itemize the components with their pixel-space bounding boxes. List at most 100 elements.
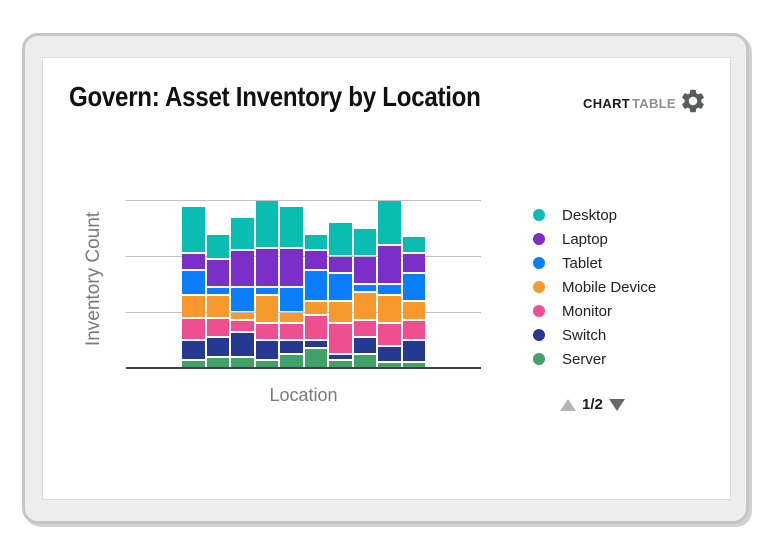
bar-segment-mobile-device[interactable]	[255, 296, 278, 323]
bar-segment-desktop[interactable]	[304, 234, 327, 250]
tab-chart[interactable]: CHART	[583, 96, 630, 111]
widget-frame: Govern: Asset Inventory by Location CHAR…	[22, 33, 749, 524]
bar-segment-switch[interactable]	[402, 341, 425, 362]
bar-segment-monitor[interactable]	[206, 318, 229, 337]
bar-segment-switch[interactable]	[206, 338, 229, 356]
legend-label: Switch	[562, 326, 607, 344]
bar-segment-laptop[interactable]	[329, 257, 352, 272]
bar-segment-monitor[interactable]	[280, 324, 303, 339]
bar-segment-mobile-device[interactable]	[206, 296, 229, 317]
y-axis-label: Inventory Count	[83, 211, 104, 347]
bar-segment-tablet[interactable]	[255, 287, 278, 295]
asset-inventory-card: Govern: Asset Inventory by Location CHAR…	[42, 57, 731, 500]
legend: Desktop Laptop Tablet Mobile Device Monitor S…	[533, 203, 656, 371]
gridline	[126, 256, 481, 257]
plot-area	[126, 200, 481, 369]
bar-segment-server[interactable]	[304, 349, 327, 367]
page-down-icon[interactable]	[608, 398, 625, 411]
bar-segment-tablet[interactable]	[402, 273, 425, 300]
bar-segment-tablet[interactable]	[353, 285, 376, 292]
bar-segment-desktop[interactable]	[402, 237, 425, 253]
stacked-bar[interactable]	[255, 201, 278, 367]
bar-segment-monitor[interactable]	[182, 318, 205, 340]
bar-segment-server[interactable]	[378, 363, 401, 367]
bar-segment-switch[interactable]	[329, 355, 352, 359]
bar-segment-tablet[interactable]	[182, 271, 205, 295]
bar-segment-mobile-device[interactable]	[231, 313, 254, 320]
bar-segment-desktop[interactable]	[231, 217, 254, 250]
bar-segment-monitor[interactable]	[378, 324, 401, 345]
bar-segment-server[interactable]	[402, 363, 425, 367]
bar-segment-tablet[interactable]	[231, 287, 254, 312]
bar-segment-monitor[interactable]	[231, 321, 254, 331]
bar-segment-tablet[interactable]	[304, 271, 327, 300]
bar-segment-desktop[interactable]	[280, 206, 303, 247]
bar-segment-laptop[interactable]	[378, 245, 401, 284]
bar-segment-server[interactable]	[353, 355, 376, 367]
tab-table[interactable]: TABLE	[632, 96, 676, 111]
bar-segment-switch[interactable]	[231, 332, 254, 356]
bar-segment-laptop[interactable]	[231, 251, 254, 286]
bar-segment-laptop[interactable]	[304, 251, 327, 270]
bar-segment-monitor[interactable]	[402, 321, 425, 340]
legend-label: Laptop	[562, 230, 608, 248]
bar-segment-switch[interactable]	[378, 346, 401, 362]
bar-segment-monitor[interactable]	[353, 321, 376, 337]
bar-segment-server[interactable]	[231, 357, 254, 367]
bar-segment-tablet[interactable]	[378, 285, 401, 295]
bar-segment-laptop[interactable]	[255, 248, 278, 286]
bar-segment-desktop[interactable]	[329, 223, 352, 256]
page-up-icon[interactable]	[560, 398, 576, 411]
bar-segment-switch[interactable]	[280, 341, 303, 353]
bar-segment-tablet[interactable]	[329, 273, 352, 300]
stacked-bar[interactable]	[304, 234, 327, 367]
stacked-bar[interactable]	[280, 206, 303, 367]
bar-segment-tablet[interactable]	[206, 287, 229, 295]
x-axis-line	[126, 367, 481, 369]
bar-segment-mobile-device[interactable]	[329, 301, 352, 323]
bar-segment-desktop[interactable]	[182, 206, 205, 253]
bar-segment-laptop[interactable]	[182, 254, 205, 270]
bar-segment-server[interactable]	[206, 357, 229, 367]
bar-segment-monitor[interactable]	[304, 315, 327, 340]
bar-segment-desktop[interactable]	[206, 234, 229, 258]
bar-segment-desktop[interactable]	[353, 229, 376, 256]
bar-segment-mobile-device[interactable]	[353, 293, 376, 320]
stacked-bar[interactable]	[206, 234, 229, 367]
bar-segment-server[interactable]	[280, 355, 303, 367]
bar-segment-monitor[interactable]	[255, 324, 278, 340]
legend-label: Mobile Device	[562, 278, 657, 296]
stacked-bar[interactable]	[378, 201, 401, 367]
stacked-bar[interactable]	[402, 237, 425, 367]
stacked-bar[interactable]	[182, 206, 205, 367]
gear-icon[interactable]	[679, 87, 707, 115]
bar-segment-server[interactable]	[182, 360, 205, 367]
bar-segment-laptop[interactable]	[206, 259, 229, 286]
bar-segment-server[interactable]	[329, 360, 352, 367]
bar-segment-mobile-device[interactable]	[304, 301, 327, 314]
legend-item: Monitor	[533, 299, 656, 323]
bar-segment-switch[interactable]	[182, 341, 205, 359]
bar-segment-monitor[interactable]	[329, 324, 352, 354]
bar-segment-mobile-device[interactable]	[402, 301, 425, 320]
x-axis-label: Location	[269, 385, 338, 405]
page-indicator: 1/2	[582, 396, 603, 413]
stacked-bar[interactable]	[329, 223, 352, 367]
legend-label: Monitor	[562, 302, 613, 320]
bar-segment-switch[interactable]	[304, 341, 327, 348]
bar-segment-mobile-device[interactable]	[280, 313, 303, 323]
bar-segment-desktop[interactable]	[255, 201, 278, 247]
bar-segment-tablet[interactable]	[280, 287, 303, 312]
bar-segment-desktop[interactable]	[378, 201, 401, 244]
bar-segment-mobile-device[interactable]	[378, 296, 401, 323]
bar-segment-switch[interactable]	[255, 341, 278, 359]
legend-item: Server	[533, 347, 656, 371]
stacked-bar[interactable]	[353, 229, 376, 367]
bar-segment-laptop[interactable]	[353, 257, 376, 284]
bar-segment-mobile-device[interactable]	[182, 296, 205, 317]
bar-segment-switch[interactable]	[353, 338, 376, 353]
bar-segment-laptop[interactable]	[280, 248, 303, 286]
stacked-bar[interactable]	[231, 217, 254, 367]
bar-segment-laptop[interactable]	[402, 254, 425, 272]
bar-segment-server[interactable]	[255, 360, 278, 367]
